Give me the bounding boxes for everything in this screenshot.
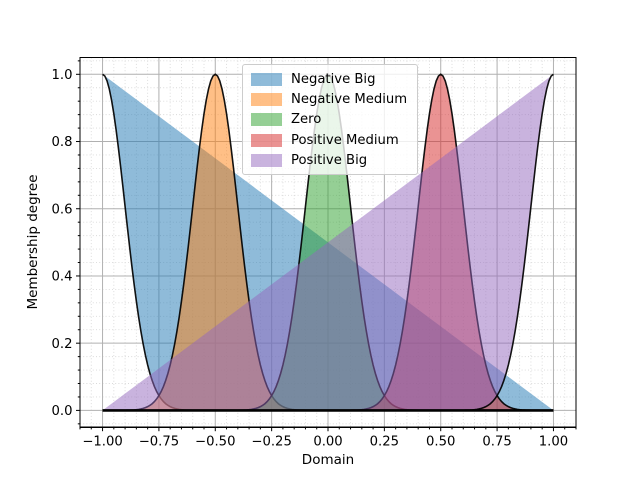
- ticks: [76, 60, 577, 432]
- legend-label: Zero: [291, 112, 322, 128]
- y-tick-label: 0.0: [52, 404, 73, 419]
- x-tick-label: 0.00: [313, 435, 342, 450]
- legend-swatch-positive-big: [251, 154, 282, 168]
- y-tick-label: 0.2: [52, 337, 73, 352]
- legend-label: Positive Big: [291, 153, 368, 169]
- x-tick-label: 0.25: [370, 435, 399, 450]
- x-axis-label: Domain: [301, 452, 355, 468]
- y-axis-label: Membership degree: [25, 174, 41, 310]
- legend-row: Positive Big: [251, 151, 409, 171]
- membership-fill-positive-big: [102, 74, 554, 411]
- legend-row: Negative Medium: [251, 89, 409, 109]
- tick-labels: −1.00 −0.75 −0.50 −0.25 0.00 0.25 0.50 0.75 1.00…: [52, 68, 569, 450]
- legend-row: Zero: [251, 110, 409, 130]
- y-tick-label: 0.6: [52, 202, 73, 217]
- membership-curves: [102, 73, 554, 412]
- x-tick-label: 1.00: [539, 435, 568, 450]
- x-tick-label: −0.75: [139, 435, 179, 450]
- x-tick-label: 0.75: [482, 435, 511, 450]
- legend: Negative Big Negative Medium Zero Positive …: [242, 64, 418, 175]
- y-tick-label: 1.0: [52, 68, 73, 83]
- legend-label: Negative Big: [291, 71, 376, 87]
- legend-swatch-negative-big: [251, 72, 282, 86]
- x-tick-label: −0.50: [195, 435, 235, 450]
- x-tick-label: −0.25: [251, 435, 291, 450]
- legend-swatch-zero: [251, 113, 282, 127]
- legend-swatch-positive-medium: [251, 133, 282, 147]
- x-tick-label: −1.00: [82, 435, 122, 450]
- legend-row: Negative Big: [251, 69, 409, 89]
- x-tick-label: 0.50: [426, 435, 455, 450]
- legend-label: Negative Medium: [291, 92, 408, 108]
- y-tick-label: 0.8: [52, 135, 73, 150]
- legend-label: Positive Medium: [291, 132, 399, 148]
- legend-swatch-negative-medium: [251, 93, 282, 107]
- y-tick-label: 0.4: [52, 270, 73, 285]
- legend-row: Positive Medium: [251, 130, 409, 150]
